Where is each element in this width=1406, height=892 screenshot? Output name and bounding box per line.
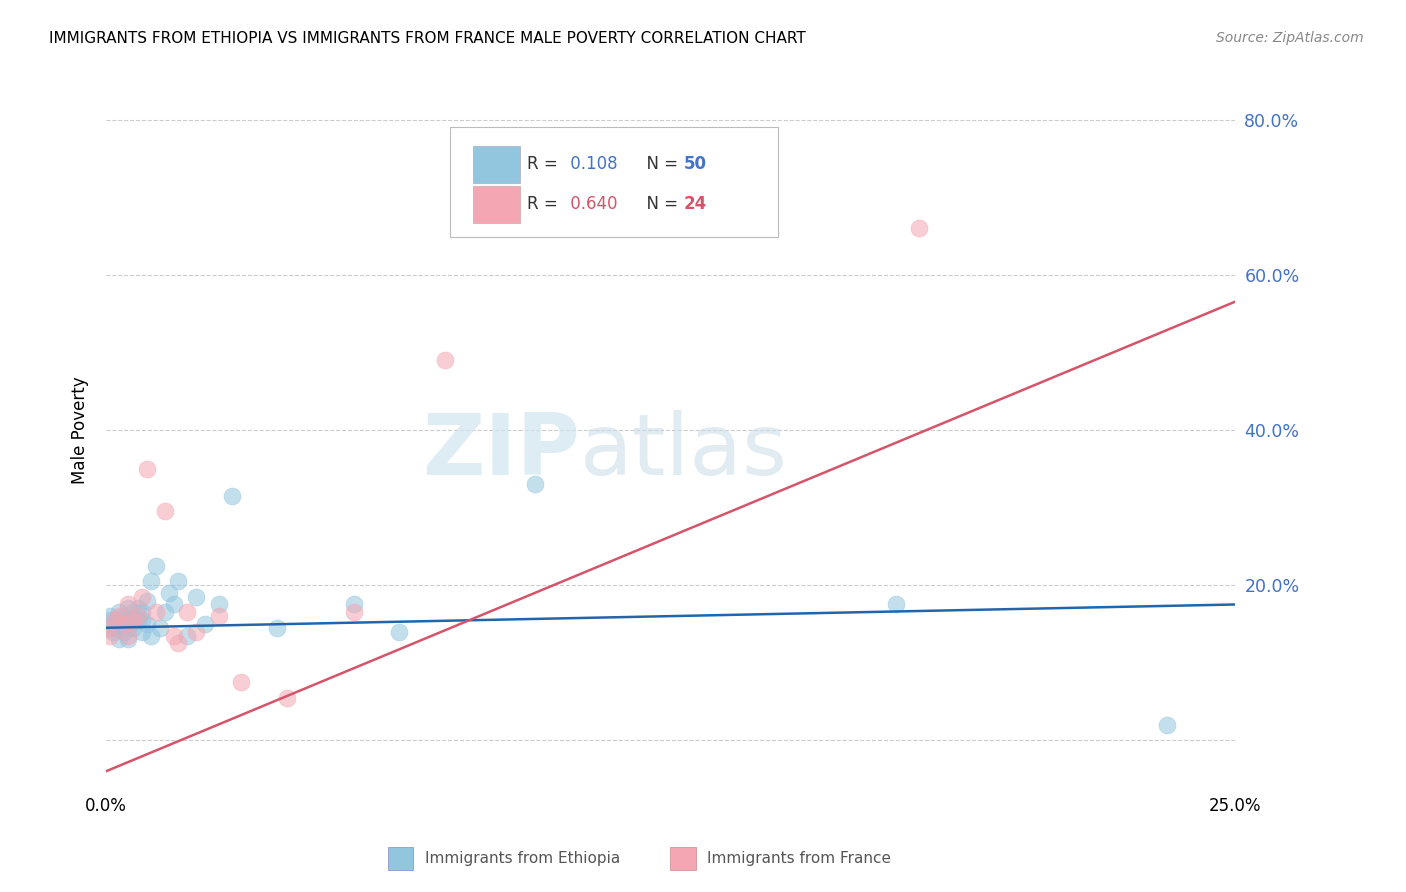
Point [117,613,139,627]
Point [153,605,176,619]
Point [127,609,149,624]
Point [1156,718,1178,732]
Point [100,621,122,635]
Point [221,489,243,503]
Point [122,621,145,635]
Point [108,605,131,619]
Point [112,613,135,627]
Point [176,605,198,619]
Point [117,613,139,627]
Text: N =: N = [637,195,683,213]
Point [433,353,456,368]
Point [122,605,145,619]
Point [135,616,157,631]
Point [157,586,180,600]
Point [105,616,128,631]
Text: R =: R = [527,155,562,173]
Y-axis label: Male Poverty: Male Poverty [72,376,89,483]
Point [108,613,131,627]
Point [162,598,184,612]
Point [266,621,288,635]
Point [108,632,131,647]
Text: 0.640: 0.640 [565,195,617,213]
Point [194,616,217,631]
Text: 24: 24 [683,195,707,213]
Point [117,601,139,615]
Point [176,628,198,642]
Point [135,461,157,475]
Text: Immigrants from Ethiopia: Immigrants from Ethiopia [425,851,620,866]
Point [153,504,176,518]
Text: Immigrants from France: Immigrants from France [707,851,891,866]
Point [112,609,135,624]
Point [104,613,127,627]
FancyBboxPatch shape [472,145,520,183]
Point [231,675,253,690]
FancyBboxPatch shape [472,186,520,223]
Point [884,598,907,612]
FancyBboxPatch shape [450,127,778,237]
Point [131,605,153,619]
Point [108,609,131,624]
Point [131,613,153,627]
Point [101,624,124,639]
Point [343,605,366,619]
Point [523,477,546,491]
Point [727,210,749,224]
Point [276,690,298,705]
Point [104,613,127,627]
Point [131,624,153,639]
Point [186,624,208,639]
Point [167,574,190,589]
Point [112,616,135,631]
Text: 50: 50 [683,155,707,173]
Point [208,609,231,624]
Text: R =: R = [527,195,562,213]
Point [139,574,162,589]
Point [139,628,162,642]
Point [100,609,122,624]
Point [117,632,139,647]
Text: ZIP: ZIP [422,409,579,492]
Text: atlas: atlas [579,409,787,492]
Text: IMMIGRANTS FROM ETHIOPIA VS IMMIGRANTS FROM FRANCE MALE POVERTY CORRELATION CHAR: IMMIGRANTS FROM ETHIOPIA VS IMMIGRANTS F… [49,31,806,46]
Point [167,636,190,650]
Point [127,613,149,627]
Point [117,598,139,612]
Point [162,628,184,642]
Text: Source: ZipAtlas.com: Source: ZipAtlas.com [1216,31,1364,45]
Point [112,616,135,631]
Point [149,621,172,635]
Point [108,621,131,635]
Point [104,613,127,627]
Point [97,621,120,635]
Point [117,621,139,635]
Point [112,624,135,639]
Point [122,613,145,627]
Point [907,221,929,235]
Text: N =: N = [637,155,683,173]
Point [135,593,157,607]
Point [388,624,411,639]
Point [131,590,153,604]
Point [208,598,231,612]
Point [122,613,145,627]
Point [145,558,167,573]
Point [104,621,127,635]
Point [145,605,167,619]
Point [186,590,208,604]
Point [343,598,366,612]
Point [117,628,139,642]
Point [100,628,122,642]
Point [97,613,120,627]
Text: 0.108: 0.108 [565,155,617,173]
Point [127,601,149,615]
